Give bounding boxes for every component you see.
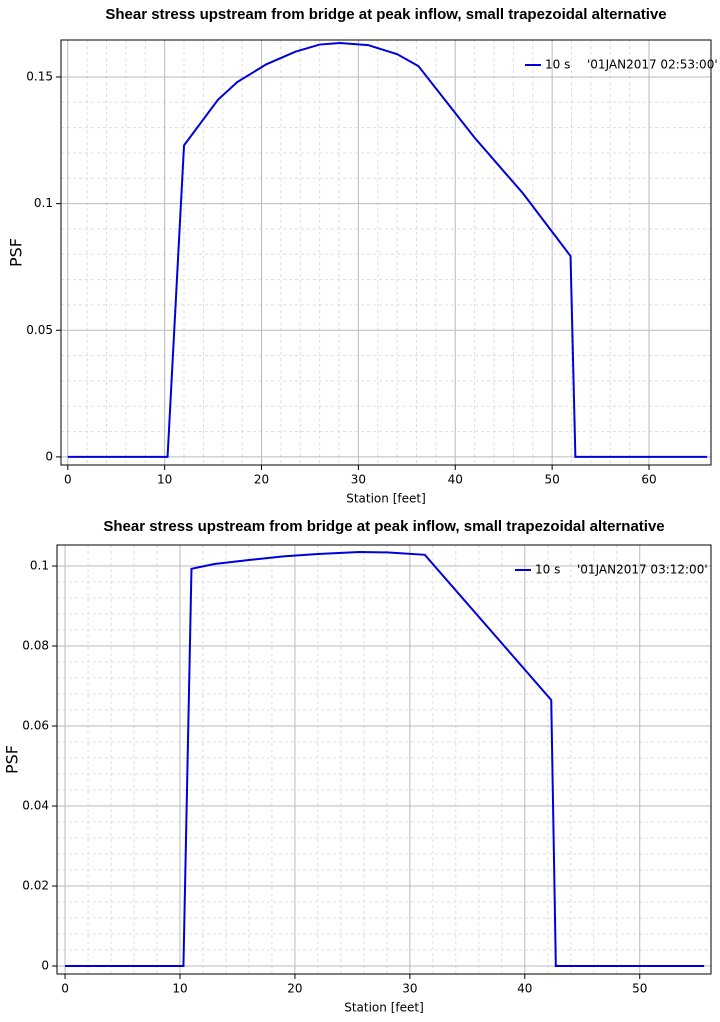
plot-frame [56, 544, 712, 975]
y-tick-label: 0 [41, 959, 49, 973]
x-tick-label: 30 [351, 473, 366, 487]
x-tick-label: 20 [287, 982, 302, 996]
y-tick-label: 0.15 [26, 69, 53, 83]
data-line [67, 42, 708, 458]
x-tick-label: 0 [64, 473, 72, 487]
y-tick-label: 0.04 [22, 799, 49, 813]
plot-frame [60, 39, 712, 466]
x-axis-label: Station [feet] [344, 1001, 424, 1015]
x-tick-label: 40 [517, 982, 532, 996]
x-tick-label: 30 [402, 982, 417, 996]
y-tick-label: 0 [45, 449, 53, 463]
legend-time: '01JAN2017 02:53:00' [587, 58, 718, 72]
data-line [65, 550, 705, 967]
y-tick-label: 0.06 [22, 719, 49, 733]
y-tick-label: 0.1 [30, 559, 49, 573]
x-tick-label: 40 [448, 473, 463, 487]
legend-label: 10 s [535, 563, 560, 577]
chart-title: Shear stress upstream from bridge at pea… [103, 518, 664, 535]
x-axis-label: Station [feet] [346, 492, 426, 506]
legend-label: 10 s [545, 58, 570, 72]
y-axis-label: PSF [7, 238, 26, 267]
y-tick-label: 0.02 [22, 879, 49, 893]
x-tick-label: 60 [641, 473, 656, 487]
y-tick-label: 0.08 [22, 639, 49, 653]
y-tick-label: 0.05 [26, 323, 53, 337]
x-tick-label: 50 [632, 982, 647, 996]
y-tick-label: 0.1 [34, 196, 53, 210]
x-tick-label: 10 [172, 982, 187, 996]
x-tick-label: 50 [544, 473, 559, 487]
y-axis-label: PSF [3, 745, 22, 774]
x-tick-label: 20 [254, 473, 269, 487]
x-tick-label: 0 [61, 982, 69, 996]
x-tick-label: 10 [157, 473, 172, 487]
legend-time: '01JAN2017 03:12:00' [577, 563, 708, 577]
chart-title: Shear stress upstream from bridge at pea… [105, 6, 666, 23]
